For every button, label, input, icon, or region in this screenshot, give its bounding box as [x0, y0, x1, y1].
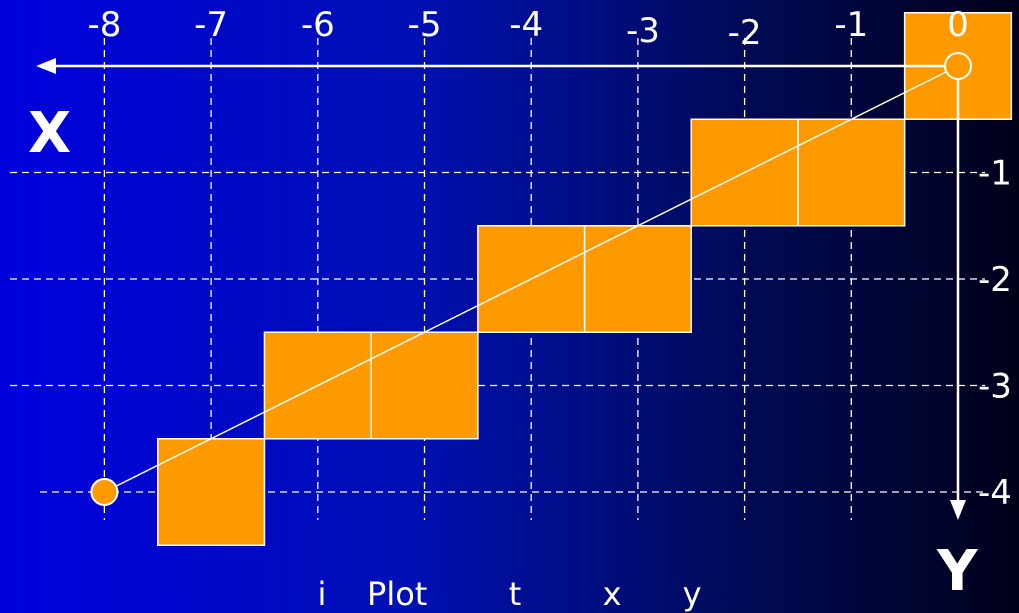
- caption-text: i Plot t x y: [317, 575, 702, 613]
- y-tick-label: -1: [978, 154, 1012, 194]
- line-raster-diagram: -8 -7 -6 -5 -4 -3 -2 -1 0 -1 -2 -3 -4 X Y i Plot t x…: [28, 5, 1013, 593]
- x-tick-label: -5: [408, 5, 442, 45]
- ideal-line-segment: [104, 65, 959, 493]
- y-axis-label: Y: [936, 539, 979, 593]
- line-end-point: [90, 478, 119, 506]
- axes: [36, 58, 966, 520]
- plotted-pixel: [370, 331, 479, 440]
- x-tick-label: 0: [947, 5, 969, 45]
- ideal-line: [90, 52, 972, 506]
- y-axis-arrowhead: [950, 500, 966, 520]
- x-axis-label: X: [28, 101, 71, 166]
- y-tick-label: -2: [978, 260, 1012, 300]
- plotted-pixel: [583, 225, 692, 333]
- y-tick-label: -3: [978, 367, 1012, 407]
- line-start-point: [944, 52, 972, 80]
- plotted-pixel: [797, 118, 906, 227]
- y-tick-label: -4: [978, 473, 1012, 513]
- x-tick-label: -7: [194, 5, 228, 45]
- x-axis-arrowhead: [36, 58, 56, 74]
- x-tick-label: -8: [87, 5, 121, 45]
- x-tick-label: -4: [509, 5, 543, 45]
- x-tick-label: -3: [626, 11, 660, 51]
- x-tick-label: -2: [728, 13, 762, 53]
- diagram-canvas: -8 -7 -6 -5 -4 -3 -2 -1 0 -1 -2 -3 -4 X Y: [28, 5, 1013, 593]
- plotted-pixels: [157, 12, 1013, 546]
- tick-labels: -8 -7 -6 -5 -4 -3 -2 -1 0 -1 -2 -3 -4: [87, 5, 1011, 513]
- plotted-pixel: [157, 438, 266, 546]
- x-tick-label: -6: [301, 5, 335, 45]
- x-tick-label: -1: [834, 5, 868, 45]
